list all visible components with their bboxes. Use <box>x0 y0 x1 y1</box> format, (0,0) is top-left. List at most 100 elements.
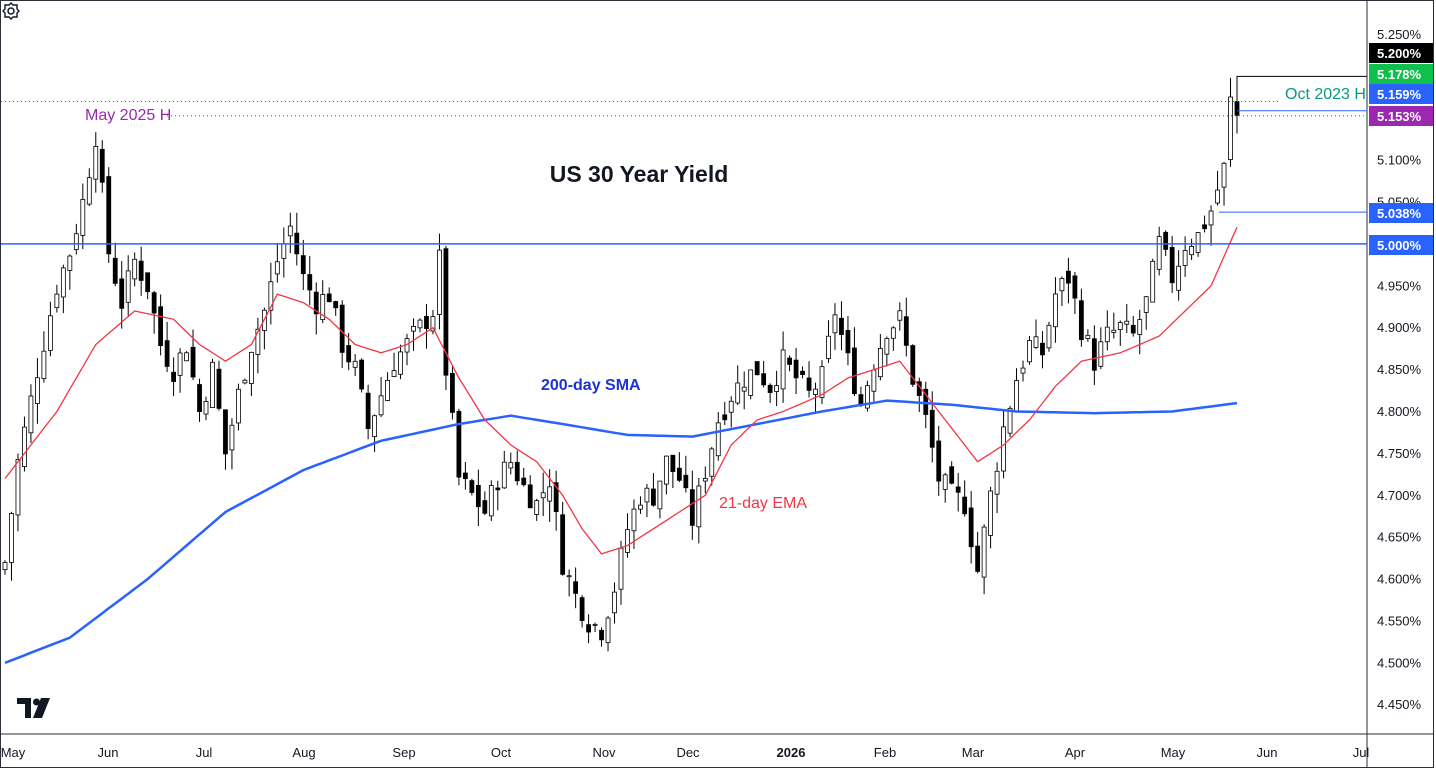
candle-body <box>1104 326 1110 343</box>
candle-body <box>566 575 572 578</box>
candle <box>73 223 79 255</box>
candle-body <box>1228 96 1233 160</box>
gear-icon[interactable] <box>1 1 21 21</box>
y-tick-label: 4.900% <box>1377 320 1422 335</box>
candle <box>1163 230 1169 257</box>
candle-body <box>164 340 170 367</box>
candle-body <box>177 352 183 376</box>
candle-body <box>80 199 86 236</box>
y-tick-label: 5.100% <box>1377 153 1422 168</box>
candle-body <box>430 316 436 332</box>
candle-body <box>1130 324 1136 334</box>
candle <box>35 358 40 424</box>
candle <box>1111 312 1117 339</box>
candle-body <box>268 281 274 311</box>
candle-body <box>845 330 851 354</box>
price-badge-label: 5.153% <box>1377 109 1422 124</box>
candle <box>1150 258 1156 303</box>
candle-body <box>1137 319 1143 335</box>
candle-body <box>1117 322 1123 331</box>
candle-body <box>488 485 494 517</box>
candle-body <box>1072 275 1078 299</box>
y-tick-label: 4.550% <box>1377 613 1422 628</box>
candle-body <box>41 350 47 380</box>
candle-body <box>501 461 507 489</box>
x-tick-label: Jun <box>1257 745 1278 760</box>
candle <box>748 369 754 400</box>
x-tick-label: Mar <box>962 745 985 760</box>
candle <box>657 480 663 519</box>
candle-body <box>236 388 241 424</box>
candle-body <box>67 255 73 271</box>
candle-body <box>255 328 261 355</box>
candle <box>787 355 792 372</box>
candle-body <box>942 474 948 490</box>
x-tick-label: Jul <box>196 745 213 760</box>
candle <box>702 466 708 494</box>
candle-body <box>359 359 365 390</box>
candle-body <box>1007 407 1013 434</box>
candle <box>112 242 118 287</box>
candle-body <box>248 351 254 384</box>
candle-body <box>54 293 60 309</box>
price-badge-label: 5.200% <box>1377 46 1422 61</box>
candle <box>158 294 164 356</box>
candle <box>1156 226 1162 276</box>
candle <box>527 475 533 509</box>
candle-body <box>9 513 14 563</box>
candle <box>171 357 176 397</box>
price-badge: 5.038% <box>1369 203 1433 223</box>
candle <box>385 372 390 402</box>
candle <box>761 360 767 388</box>
candle-body <box>852 347 857 395</box>
candle-body <box>605 617 611 644</box>
y-tick-label: 4.650% <box>1377 530 1422 545</box>
price-badge-bg <box>1369 64 1433 84</box>
oct-2023-label: Oct 2023 H <box>1285 86 1366 103</box>
candle-body <box>15 459 21 516</box>
candle-body <box>644 487 650 503</box>
candle <box>482 491 488 516</box>
candle <box>1040 331 1045 369</box>
candle <box>1182 236 1188 277</box>
candle <box>365 384 371 440</box>
candle <box>86 168 92 206</box>
x-tick-label: Feb <box>874 745 896 760</box>
candle <box>287 212 293 254</box>
candle <box>709 446 715 486</box>
candle <box>994 462 1000 514</box>
candle <box>586 614 591 644</box>
candle-body <box>1208 210 1214 226</box>
candle <box>469 478 475 496</box>
candle-body <box>839 317 844 335</box>
candle-body <box>625 529 630 553</box>
candle <box>281 227 287 278</box>
candle <box>1169 235 1175 293</box>
candle <box>852 327 857 397</box>
price-badge: 5.000% <box>1369 235 1433 255</box>
candle <box>1143 295 1149 330</box>
candle <box>579 595 585 628</box>
candle <box>689 470 695 540</box>
candle-body <box>1001 426 1006 472</box>
candle-body <box>352 360 358 368</box>
candle <box>949 461 955 485</box>
x-tick-label: Nov <box>592 745 616 760</box>
candle-body <box>748 369 754 396</box>
candle-body <box>968 507 974 548</box>
candle <box>501 450 507 489</box>
candle <box>884 336 890 367</box>
candle-body <box>300 255 306 275</box>
candle-body <box>112 257 118 284</box>
candle <box>793 347 799 394</box>
candle-body <box>1163 231 1169 250</box>
candle-body <box>320 293 326 321</box>
candle <box>1072 272 1078 314</box>
candle-body <box>1169 246 1175 284</box>
candle-body <box>1124 320 1130 325</box>
candle <box>923 381 929 429</box>
candle <box>9 511 14 581</box>
candle-body <box>638 504 643 510</box>
candle-body <box>884 338 890 355</box>
